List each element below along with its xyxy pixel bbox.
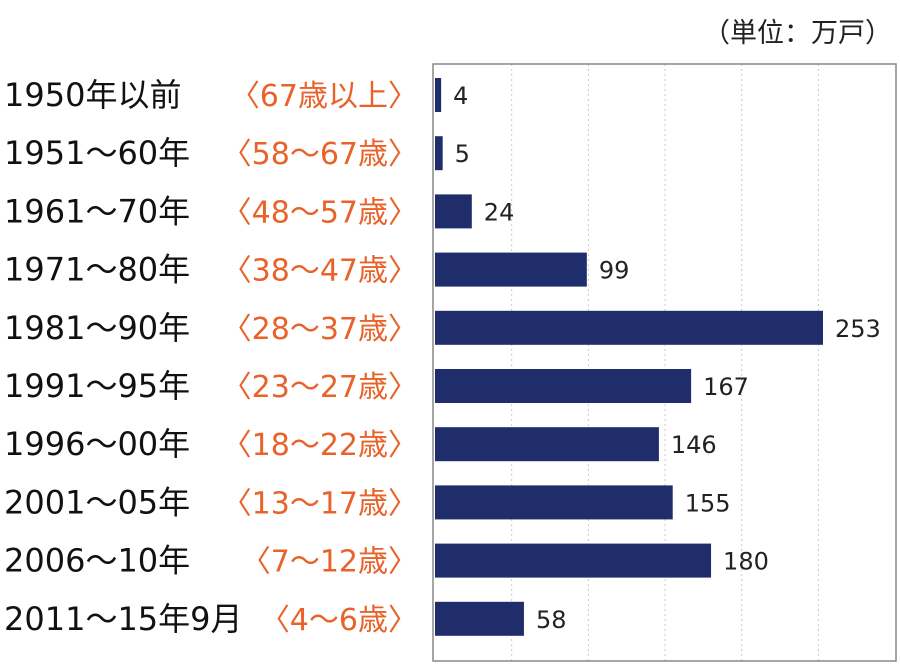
value-label: 146 bbox=[671, 431, 717, 459]
category-label: 1971〜80年 bbox=[4, 251, 190, 289]
age-label: 〈18〜22歳〉 bbox=[222, 428, 418, 463]
value-label: 253 bbox=[835, 315, 881, 343]
bar bbox=[435, 136, 443, 171]
bar bbox=[435, 194, 472, 229]
value-label: 180 bbox=[723, 548, 769, 576]
bar bbox=[435, 310, 823, 345]
category-label: 2011〜15年9月 bbox=[4, 600, 243, 638]
category-label: 1951〜60年 bbox=[4, 134, 190, 172]
plot-frame bbox=[432, 63, 897, 662]
age-label: 〈28〜37歳〉 bbox=[222, 312, 418, 347]
category-label: 1991〜95年 bbox=[4, 367, 190, 405]
bar bbox=[435, 427, 659, 462]
age-label: 〈67歳以上〉 bbox=[230, 79, 418, 114]
age-label: 〈13〜17歳〉 bbox=[222, 486, 418, 521]
age-label: 〈7〜12歳〉 bbox=[241, 545, 418, 580]
value-label: 58 bbox=[536, 606, 567, 634]
age-label: 〈38〜47歳〉 bbox=[222, 254, 418, 289]
value-label: 5 bbox=[455, 140, 470, 168]
age-label: 〈58〜67歳〉 bbox=[222, 137, 418, 172]
bar bbox=[435, 78, 442, 112]
category-label: 1996〜00年 bbox=[4, 425, 190, 463]
value-label: 155 bbox=[685, 489, 731, 517]
category-label: 2001〜05年 bbox=[4, 483, 190, 521]
bar bbox=[435, 252, 587, 287]
age-label: 〈4〜6歳〉 bbox=[260, 603, 418, 638]
value-label: 167 bbox=[703, 373, 749, 401]
category-label: 1961〜70年 bbox=[4, 192, 190, 230]
value-label: 24 bbox=[484, 198, 515, 226]
bar bbox=[435, 369, 692, 403]
bar bbox=[435, 543, 712, 578]
category-label: 2006〜10年 bbox=[4, 542, 190, 580]
age-label: 〈48〜57歳〉 bbox=[222, 195, 418, 230]
age-label: 〈23〜27歳〉 bbox=[222, 370, 418, 405]
bar bbox=[435, 485, 673, 520]
value-label: 99 bbox=[599, 257, 630, 285]
unit-label: （単位：万戸） bbox=[703, 18, 892, 49]
category-label: 1981〜90年 bbox=[4, 309, 190, 347]
category-label: 1950年以前 bbox=[4, 76, 181, 114]
value-label: 4 bbox=[453, 82, 468, 110]
bar bbox=[435, 601, 524, 636]
